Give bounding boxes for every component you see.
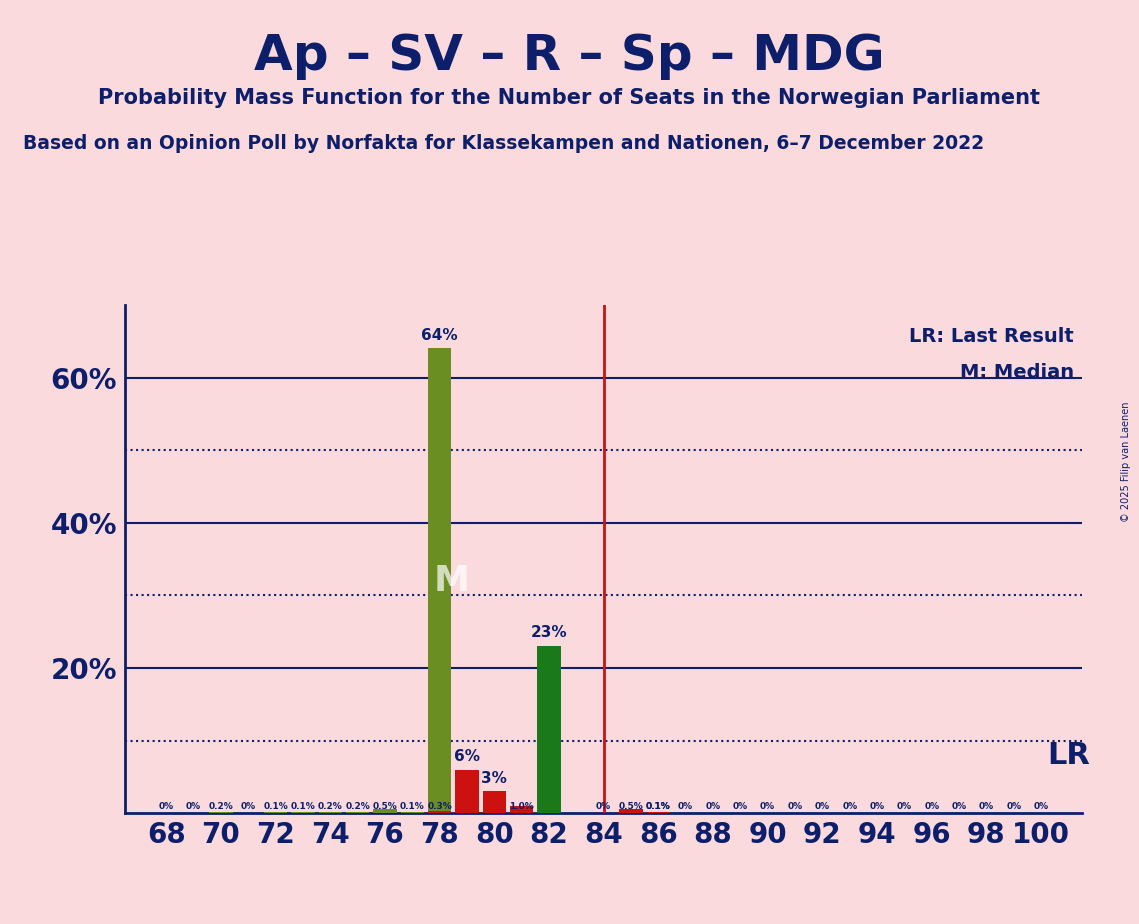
Text: 0%: 0%: [1033, 802, 1049, 811]
Bar: [210, 811, 232, 813]
Text: 0%: 0%: [240, 802, 256, 811]
Bar: [510, 806, 533, 813]
Text: 64%: 64%: [421, 328, 458, 343]
Text: 0%: 0%: [842, 802, 858, 811]
Text: © 2025 Filip van Laenen: © 2025 Filip van Laenen: [1121, 402, 1131, 522]
Text: 1.0%: 1.0%: [509, 802, 534, 811]
Bar: [456, 770, 478, 813]
Text: 0%: 0%: [596, 802, 612, 811]
Text: LR: Last Result: LR: Last Result: [909, 327, 1074, 346]
Text: 0%: 0%: [760, 802, 776, 811]
Text: 0.5%: 0.5%: [618, 802, 644, 811]
Text: M: Median: M: Median: [960, 363, 1074, 382]
Text: M: M: [434, 564, 470, 598]
Text: 0%: 0%: [924, 802, 940, 811]
Text: LR: LR: [1048, 740, 1090, 770]
Text: 23%: 23%: [531, 626, 567, 640]
Text: Probability Mass Function for the Number of Seats in the Norwegian Parliament: Probability Mass Function for the Number…: [98, 88, 1041, 108]
Text: 0.1%: 0.1%: [290, 802, 316, 811]
Text: 0%: 0%: [787, 802, 803, 811]
Text: 0%: 0%: [896, 802, 912, 811]
Text: 0.1%: 0.1%: [646, 802, 671, 811]
Text: Ap – SV – R – Sp – MDG: Ap – SV – R – Sp – MDG: [254, 32, 885, 80]
Text: 0%: 0%: [158, 802, 174, 811]
Bar: [483, 791, 506, 813]
Text: Based on an Opinion Poll by Norfakta for Klassekampen and Nationen, 6–7 December: Based on an Opinion Poll by Norfakta for…: [23, 134, 984, 153]
Text: 0.2%: 0.2%: [318, 802, 343, 811]
Text: 0.1%: 0.1%: [646, 802, 671, 811]
Text: 0%: 0%: [814, 802, 830, 811]
Text: 0%: 0%: [951, 802, 967, 811]
Text: 0%: 0%: [1006, 802, 1022, 811]
Text: 0.1%: 0.1%: [263, 802, 288, 811]
Text: 0%: 0%: [869, 802, 885, 811]
Text: 0%: 0%: [186, 802, 202, 811]
Text: 0.2%: 0.2%: [208, 802, 233, 811]
Bar: [374, 809, 396, 813]
Text: 0.5%: 0.5%: [372, 802, 398, 811]
Text: 0%: 0%: [678, 802, 694, 811]
Text: 0.2%: 0.2%: [345, 802, 370, 811]
Bar: [346, 811, 369, 813]
Text: 0%: 0%: [978, 802, 994, 811]
Text: 6%: 6%: [454, 748, 480, 764]
Bar: [538, 646, 560, 813]
Text: 3%: 3%: [482, 771, 507, 785]
Bar: [620, 809, 642, 813]
Bar: [428, 811, 451, 813]
Text: 0%: 0%: [705, 802, 721, 811]
Text: 0%: 0%: [732, 802, 748, 811]
Text: 0.3%: 0.3%: [427, 802, 452, 811]
Text: 0.1%: 0.1%: [400, 802, 425, 811]
Bar: [319, 811, 342, 813]
Bar: [428, 348, 451, 813]
